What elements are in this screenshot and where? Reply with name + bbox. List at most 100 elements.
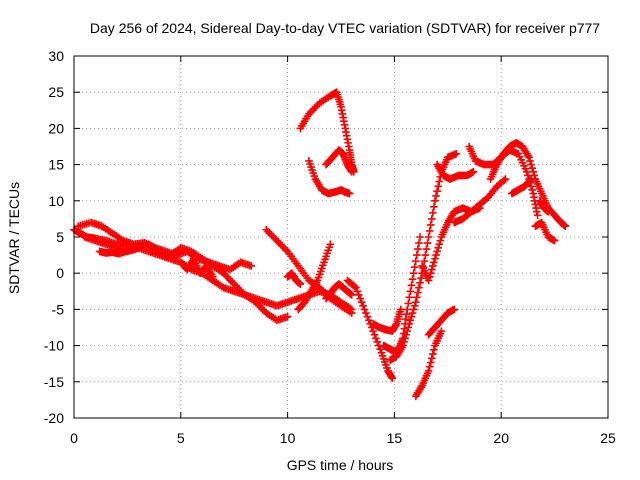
data-point-marker [424,233,433,241]
data-point-marker [433,247,441,256]
data-point-marker [410,263,419,271]
data-markers [70,88,570,401]
data-point-marker [410,301,419,310]
data-point-marker [406,287,415,296]
data-point-marker [403,327,412,335]
data-point-marker [429,209,437,217]
data-point-marker [413,251,421,259]
series-arc-19 [418,204,484,285]
data-point-marker [324,246,332,255]
data-point-marker [379,355,388,363]
data-point-marker [405,293,414,302]
data-point-marker [435,240,444,249]
data-point-marker [247,262,256,270]
data-point-marker [134,244,142,252]
series-arc-10 [305,157,354,198]
series-arc-18 [424,305,459,339]
x-axis-label: GPS time / hours [287,457,394,473]
y-tick-label: 25 [48,84,64,100]
data-point-marker [320,258,328,267]
series-arc-26 [535,197,552,216]
data-point-marker [550,236,559,245]
data-point-marker [411,257,420,265]
data-point-marker [319,261,327,270]
data-point-marker [527,175,535,183]
data-point-marker [310,172,319,180]
data-point-marker [414,245,422,253]
data-point-marker [414,288,422,297]
data-point-marker [383,364,391,372]
data-point-marker [315,270,324,279]
x-tick-label: 20 [493,430,509,446]
data-point-marker [309,169,318,177]
y-tick-label: 20 [48,120,64,136]
data-point-marker [307,163,315,171]
series-arc-20 [450,175,510,227]
data-point-marker [404,323,413,332]
series-arc-5 [177,254,217,281]
y-tick-label: -20 [44,410,64,426]
data-point-marker [450,305,459,314]
series-arc-14 [369,305,405,335]
data-point-marker [416,279,424,287]
data-point-marker [402,330,410,339]
data-point-marker [422,245,431,253]
series-arc-8 [294,240,335,314]
y-tick-label: -15 [44,374,64,390]
data-point-marker [347,309,356,317]
data-point-marker [426,269,435,277]
data-point-marker [528,164,536,173]
data-point-marker [420,257,429,265]
data-point-marker [406,316,415,325]
data-point-marker [433,187,441,195]
data-point-marker [527,160,535,169]
y-tick-label: 10 [48,193,64,209]
y-tick-label: 30 [48,48,64,64]
data-point-marker [397,305,405,314]
series-arc-12 [322,146,356,176]
data-point-marker [435,177,444,186]
data-point-marker [427,265,436,274]
data-point-marker [432,192,440,200]
data-point-marker [388,374,397,382]
data-point-marker [306,160,314,168]
data-point-marker [408,309,417,317]
data-point-marker [409,305,418,314]
data-point-marker [296,280,305,288]
data-point-marker [325,243,334,252]
data-point-marker [436,236,445,245]
data-point-marker [417,274,425,282]
data-point-marker [209,273,217,281]
series-arc-4 [95,244,142,258]
data-point-marker [345,189,354,198]
data-point-marker [528,186,536,194]
data-point-marker [347,291,356,299]
data-point-marker [411,298,420,306]
data-point-marker [404,299,413,308]
data-point-marker [347,168,356,176]
data-point-marker [415,283,423,292]
data-point-marker [424,367,433,375]
data-point-marker [430,258,438,267]
data-point-marker [317,264,326,273]
series-arc-7 [283,269,305,288]
data-point-marker [415,239,423,247]
data-point-marker [432,251,440,259]
y-tick-label: 0 [56,265,64,281]
data-point-marker [530,171,539,180]
data-point-marker [429,350,437,358]
data-point-marker [523,168,531,176]
data-point-marker [326,240,335,249]
grid-lines [74,56,608,418]
series-arc-23 [486,139,570,230]
x-tick-label: 25 [600,430,616,446]
x-tick-label: 0 [70,430,78,446]
x-tick-label: 5 [177,430,185,446]
data-point-marker [409,269,418,277]
data-point-marker [407,281,416,290]
data-point-marker [430,346,438,354]
data-point-marker [561,222,570,230]
data-point-marker [425,273,434,281]
series-arc-24 [508,175,535,198]
